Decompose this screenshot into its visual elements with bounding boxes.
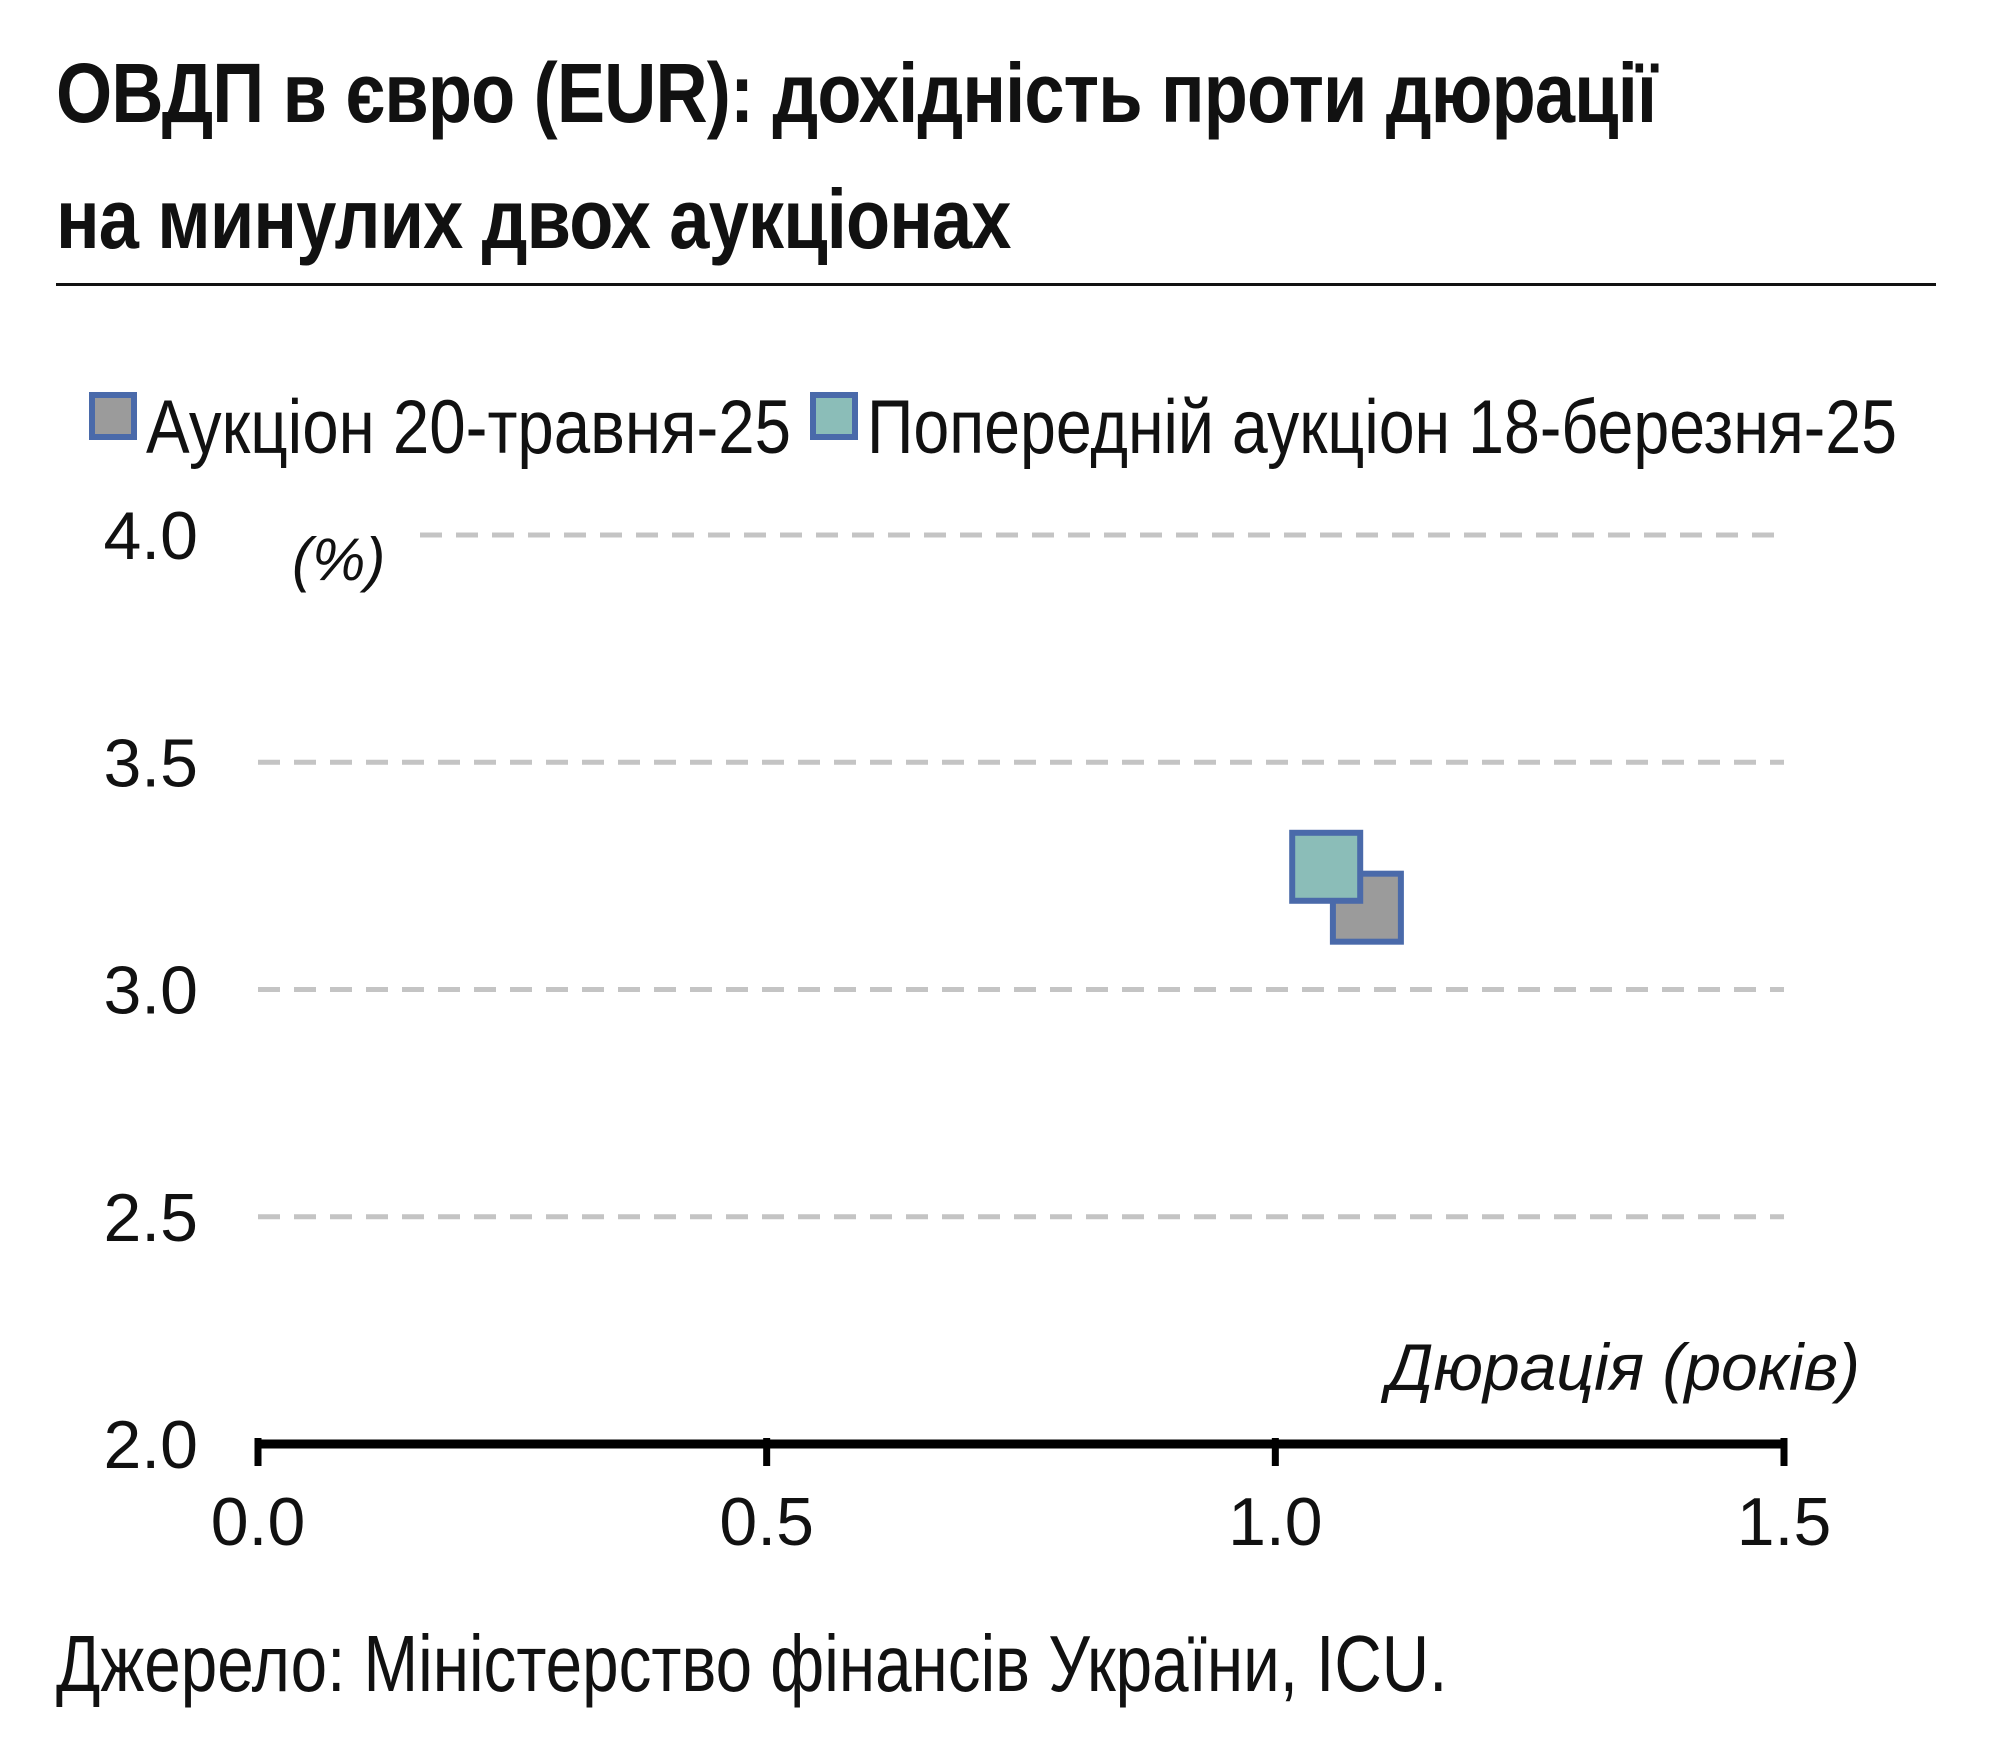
y-axis-label: (%) bbox=[292, 526, 385, 593]
x-tick-label: 0.5 bbox=[719, 1484, 814, 1560]
x-axis-label: Дюрація (років) bbox=[1380, 1330, 1860, 1404]
x-tick-label: 1.5 bbox=[1737, 1484, 1832, 1560]
legend-swatch-1 bbox=[810, 392, 858, 440]
data-points bbox=[1289, 829, 1404, 945]
x-axis: 0.0 0.5 1.0 1.5 bbox=[211, 1438, 1832, 1560]
y-tick-label: 2.5 bbox=[103, 1180, 198, 1256]
point-series-1 bbox=[1289, 829, 1364, 904]
y-axis-ticks: 2.0 2.5 3.0 3.5 4.0 bbox=[103, 498, 198, 1483]
chart-title-line-1: ОВДП в євро (EUR): дохідність проти дюра… bbox=[56, 46, 1657, 140]
legend-label-0: Аукціон 20-травня-25 bbox=[146, 385, 791, 470]
chart-title: ОВДП в євро (EUR): дохідність проти дюра… bbox=[56, 30, 1690, 282]
x-tick-label: 1.0 bbox=[1228, 1484, 1323, 1560]
y-tick-label: 4.0 bbox=[103, 498, 198, 574]
title-divider bbox=[56, 283, 1936, 286]
scatter-chart: Аукціон 20-травня-25 Попередній аукціон 1… bbox=[89, 385, 1897, 1560]
legend: Аукціон 20-травня-25 Попередній аукціон 1… bbox=[89, 385, 1897, 470]
gridlines bbox=[258, 532, 1784, 1220]
legend-label-1: Попередній аукціон 18-березня-25 bbox=[867, 385, 1897, 470]
y-tick-label: 3.0 bbox=[103, 953, 198, 1029]
source-note: Джерело: Міністерство фінансів України, … bbox=[56, 1619, 1448, 1708]
y-tick-label: 3.5 bbox=[103, 725, 198, 801]
y-tick-label: 2.0 bbox=[103, 1407, 198, 1483]
chart-title-line-2: на минулих двох аукціонах bbox=[56, 172, 1011, 266]
x-tick-label: 0.0 bbox=[211, 1484, 306, 1560]
legend-swatch-0 bbox=[89, 392, 137, 440]
